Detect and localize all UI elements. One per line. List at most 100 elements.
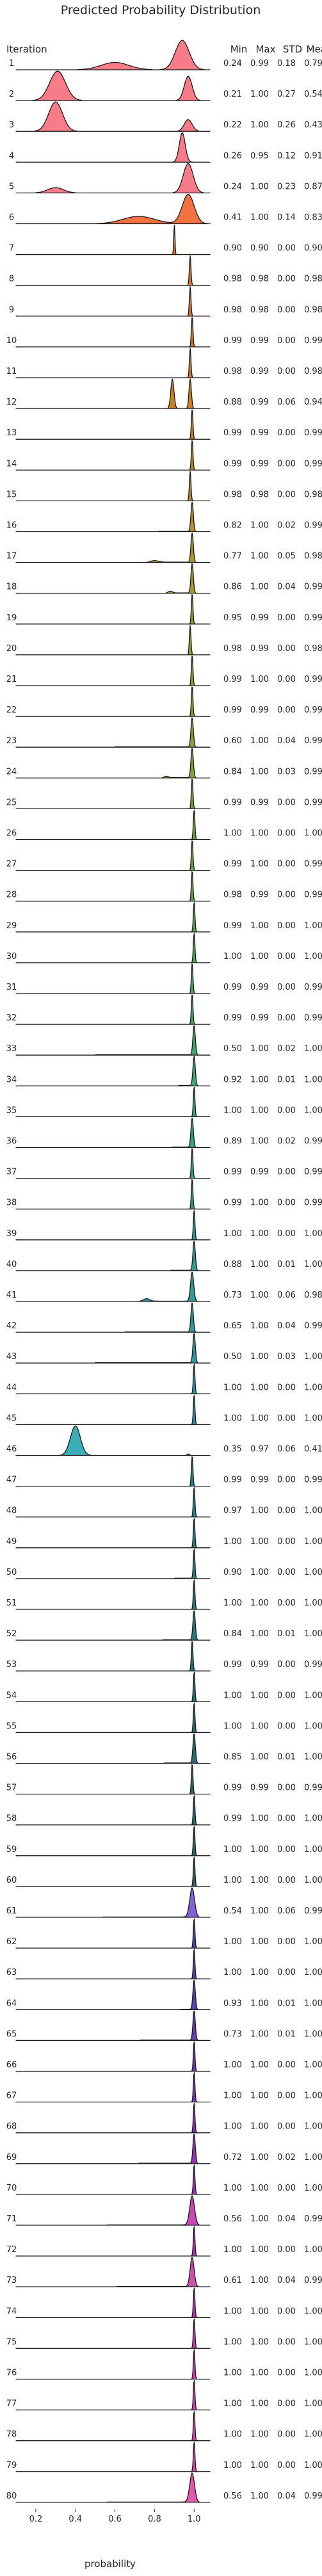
stat-value-std: 0.04 <box>277 1321 296 1331</box>
ridge-density <box>15 1086 211 1118</box>
ridge-density <box>15 1549 211 1579</box>
stat-value-mean: 0.99 <box>304 798 322 807</box>
ridge-row: 61 0.54 1.00 0.06 0.99 <box>6 1887 322 1918</box>
ridge-density <box>15 501 211 533</box>
iteration-label: 65 <box>6 2029 17 2039</box>
stat-value-max: 1.00 <box>250 1044 269 1054</box>
stat-value-min: 0.41 <box>223 213 242 223</box>
stat-value-mean: 1.00 <box>304 2369 322 2378</box>
iteration-label: 21 <box>6 675 17 684</box>
stat-value-std: 0.02 <box>277 1044 296 1054</box>
x-tick-label: 0.2 <box>29 2515 43 2524</box>
stat-value-min: 0.73 <box>223 1291 242 1300</box>
x-tick-label: 0.6 <box>108 2515 122 2524</box>
ridge-density <box>15 132 211 163</box>
stat-value-mean: 1.00 <box>304 1968 322 1977</box>
iteration-label: 24 <box>6 767 17 777</box>
stat-value-std: 0.00 <box>277 829 296 839</box>
stat-value-std: 0.00 <box>277 1168 296 1177</box>
stat-value-std: 0.12 <box>277 151 296 161</box>
stat-value-min: 1.00 <box>223 1229 242 1239</box>
iteration-label: 63 <box>6 1968 17 1977</box>
stat-value-std: 0.00 <box>277 2430 296 2440</box>
stat-value-max: 1.00 <box>250 2184 269 2193</box>
ridge-density <box>15 1456 211 1487</box>
stat-value-mean: 1.00 <box>304 2430 322 2440</box>
ridge-row: 75 1.00 1.00 0.00 1.00 <box>6 2318 322 2349</box>
stat-value-max: 1.00 <box>250 1906 269 1916</box>
stat-value-max: 0.99 <box>250 644 269 654</box>
ridge-density <box>15 594 211 625</box>
ridge-density <box>15 1733 211 1764</box>
ridge-density <box>15 1702 211 1734</box>
stat-value-mean: 0.99 <box>304 428 322 438</box>
ridge-row: 25 0.99 0.99 0.00 0.99 <box>6 778 322 810</box>
stat-value-mean: 0.99 <box>304 2276 322 2285</box>
stat-value-std: 0.01 <box>277 1999 296 2008</box>
stat-value-std: 0.00 <box>277 2399 296 2409</box>
ridge-row: 79 1.00 1.00 0.00 1.00 <box>6 2442 322 2472</box>
stat-value-min: 0.82 <box>223 521 242 531</box>
stat-value-max: 1.00 <box>250 583 269 592</box>
stat-value-max: 1.00 <box>250 1198 269 1208</box>
stat-value-max: 1.00 <box>250 2461 269 2470</box>
iteration-label: 80 <box>6 2491 17 2501</box>
stat-value-min: 0.92 <box>223 1075 242 1084</box>
ridge-row: 8 0.98 0.98 0.00 0.98 <box>9 255 322 286</box>
stat-value-mean: 0.98 <box>304 275 322 284</box>
iteration-label: 36 <box>6 1137 17 1147</box>
stat-value-min: 1.00 <box>223 2430 242 2440</box>
stat-value-std: 0.00 <box>277 798 296 807</box>
stat-value-max: 0.95 <box>250 151 269 161</box>
iteration-label: 22 <box>6 705 17 715</box>
stat-value-mean: 0.99 <box>304 459 322 469</box>
iteration-label: 17 <box>6 552 17 561</box>
stat-value-max: 1.00 <box>250 2122 269 2132</box>
ridge-density <box>15 2226 211 2257</box>
ridge-density <box>15 1518 211 1549</box>
iteration-label: 40 <box>6 1260 17 1269</box>
stat-value-max: 1.00 <box>250 1291 269 1300</box>
iteration-label: 70 <box>6 2184 17 2193</box>
stat-value-min: 0.50 <box>223 1044 242 1054</box>
stat-value-min: 0.73 <box>223 2029 242 2039</box>
stat-value-std: 0.06 <box>277 1906 296 1916</box>
stat-value-mean: 1.00 <box>304 829 322 839</box>
stat-value-min: 0.99 <box>223 1013 242 1023</box>
stat-value-std: 0.14 <box>277 213 296 223</box>
ridge-row: 66 1.00 1.00 0.00 1.00 <box>6 2041 322 2072</box>
stat-value-std: 0.00 <box>277 1660 296 1670</box>
stat-value-std: 0.00 <box>277 1229 296 1239</box>
ridge-density <box>15 40 211 70</box>
stat-value-max: 0.98 <box>250 275 269 284</box>
stat-value-std: 0.00 <box>277 705 296 715</box>
stat-value-mean: 1.00 <box>304 1629 322 1639</box>
stat-value-std: 0.06 <box>277 1445 296 1454</box>
stat-value-max: 0.99 <box>250 336 269 346</box>
ridge-density <box>15 1795 211 1826</box>
stat-value-std: 0.00 <box>277 2306 296 2316</box>
stat-value-std: 0.18 <box>277 59 296 68</box>
stat-value-min: 1.00 <box>223 1537 242 1547</box>
stat-value-std: 0.03 <box>277 1352 296 1362</box>
ridge-row: 40 0.88 1.00 0.01 1.00 <box>6 1241 322 1271</box>
stat-value-min: 0.95 <box>223 613 242 623</box>
iteration-label: 8 <box>9 275 14 284</box>
ridge-row: 17 0.77 1.00 0.05 0.98 <box>6 532 322 563</box>
stat-value-min: 0.56 <box>223 2214 242 2224</box>
stat-value-max: 0.99 <box>250 428 269 438</box>
ridge-row: 48 0.97 1.00 0.00 1.00 <box>6 1487 322 1518</box>
stat-value-mean: 0.98 <box>304 367 322 376</box>
ridge-density <box>15 409 211 440</box>
stat-value-std: 0.04 <box>277 583 296 592</box>
stat-value-min: 0.99 <box>223 1198 242 1208</box>
ridge-row: 51 1.00 1.00 0.00 1.00 <box>6 1579 322 1610</box>
ridge-density <box>15 286 211 317</box>
iteration-label: 58 <box>6 1814 17 1824</box>
iteration-label: 6 <box>9 213 14 223</box>
stat-value-mean: 1.00 <box>304 1537 322 1547</box>
iteration-label: 37 <box>6 1168 17 1177</box>
iteration-label: 42 <box>6 1321 17 1331</box>
stat-value-mean: 0.99 <box>304 1660 322 1670</box>
